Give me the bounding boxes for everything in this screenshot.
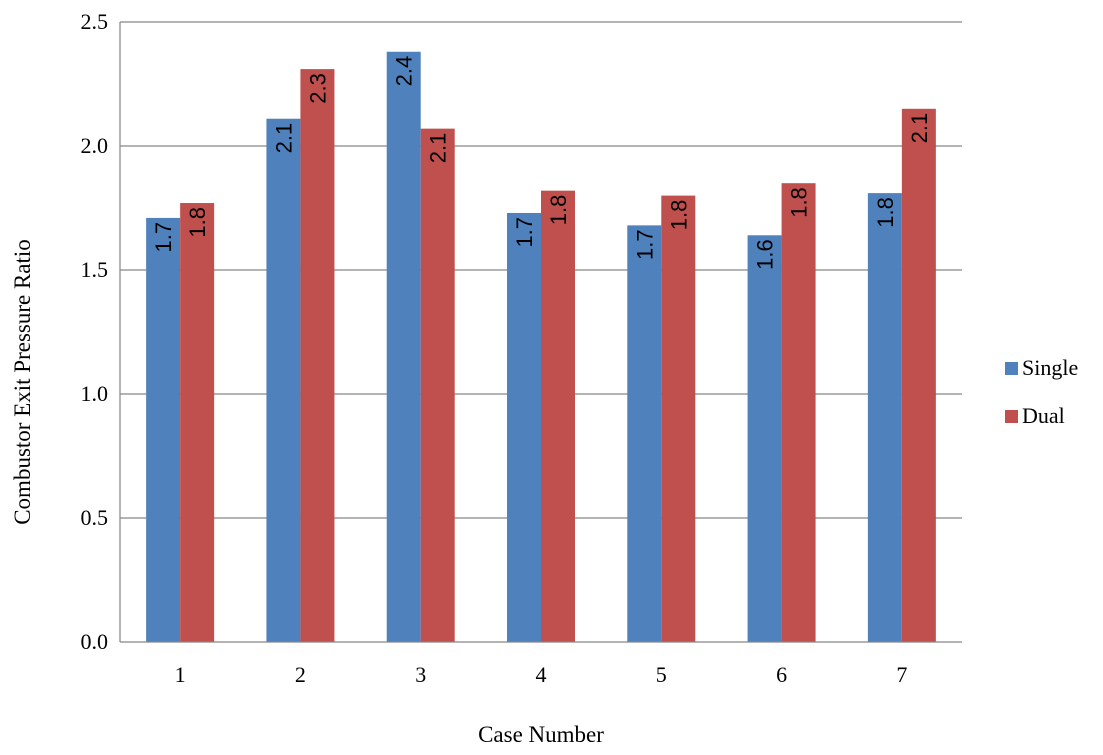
x-tick-label: 5 — [656, 662, 667, 687]
data-label: 1.7 — [632, 229, 657, 260]
bar-single-case-1 — [146, 217, 181, 643]
data-label: 2.4 — [392, 56, 417, 87]
bar-single-case-4 — [507, 212, 541, 642]
bar-dual-case-2 — [300, 69, 335, 643]
x-tick-label: 4 — [536, 662, 547, 687]
bar-labels: 1.7 1.8 2.1 2.3 2.4 2.1 1.7 1.8 1.7 1.8 1.6 1.8 1.8 2… — [151, 56, 932, 270]
x-tick-label: 3 — [415, 662, 426, 687]
bar-dual-case-4 — [541, 190, 575, 642]
data-label: 1.8 — [873, 197, 898, 228]
bar-dual-case-5 — [661, 195, 696, 642]
bar-single-case-3 — [386, 51, 421, 642]
x-tick-labels: 1 2 3 4 5 6 7 — [175, 662, 908, 687]
bar-dual-case-1 — [180, 203, 215, 643]
data-label: 1.7 — [151, 222, 176, 253]
bars — [146, 51, 936, 643]
x-axis-title: Case Number — [478, 722, 604, 747]
bar-dual-case-6 — [781, 183, 816, 642]
legend-swatch-dual — [1005, 410, 1018, 423]
y-tick-label: 1.5 — [81, 257, 109, 282]
data-label: 2.3 — [305, 73, 330, 104]
data-label: 1.7 — [512, 217, 537, 248]
legend-swatch-single — [1005, 362, 1018, 375]
bar-single-case-2 — [266, 118, 301, 643]
legend-label: Single — [1022, 355, 1078, 380]
bar-dual-case-7 — [901, 108, 936, 643]
y-tick-label: 0.0 — [81, 629, 109, 654]
x-tick-label: 7 — [896, 662, 907, 687]
bar-dual-case-3 — [420, 128, 455, 642]
x-tick-label: 1 — [175, 662, 186, 687]
y-tick-label: 2.5 — [81, 9, 109, 34]
axes — [119, 22, 962, 643]
data-label: 1.8 — [546, 195, 571, 226]
y-tick-label: 0.5 — [81, 505, 109, 530]
data-label: 2.1 — [426, 133, 451, 164]
data-label: 2.1 — [907, 113, 932, 144]
legend-label: Dual — [1022, 403, 1065, 428]
y-tick-label: 1.0 — [81, 381, 109, 406]
data-label: 2.1 — [271, 123, 296, 154]
bar-single-case-5 — [627, 225, 662, 643]
y-tick-label: 2.0 — [81, 133, 109, 158]
x-tick-label: 6 — [776, 662, 787, 687]
data-label: 1.6 — [753, 239, 778, 270]
y-tick-labels: 0.0 0.5 1.0 1.5 2.0 2.5 — [81, 9, 109, 654]
bar-single-case-6 — [747, 235, 782, 642]
data-label: 1.8 — [787, 187, 812, 218]
data-label: 1.8 — [185, 207, 210, 238]
data-label: 1.8 — [666, 200, 691, 231]
y-axis-title: Combustor Exit Pressure Ratio — [10, 239, 35, 525]
legend: Single Dual — [1005, 355, 1078, 428]
bar-single-case-7 — [867, 193, 902, 642]
x-tick-label: 2 — [295, 662, 306, 687]
